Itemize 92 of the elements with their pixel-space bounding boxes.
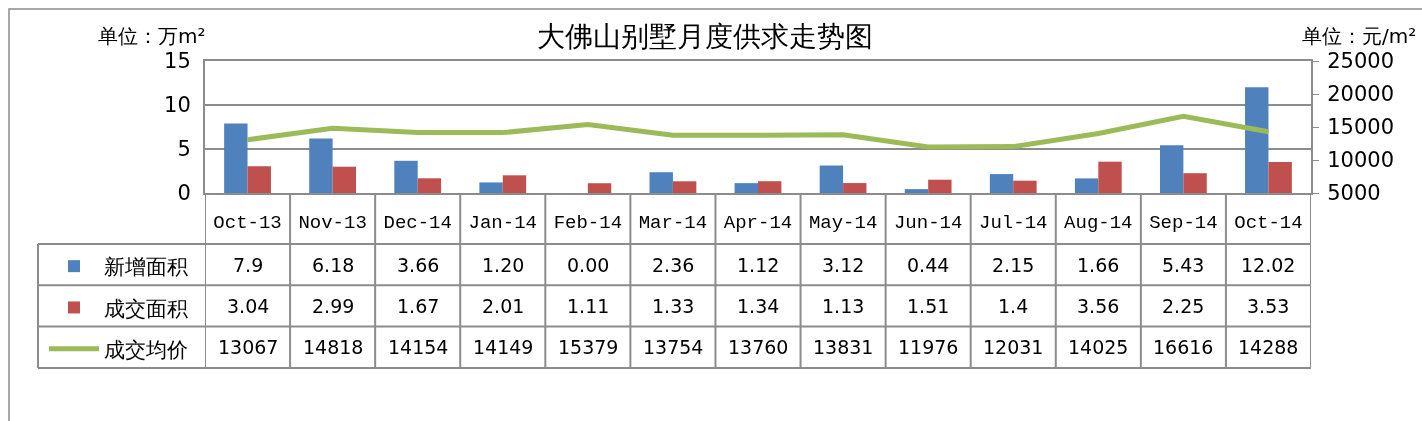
bar [502,175,527,193]
bar [587,183,612,193]
data-label: 7.9 [233,254,264,276]
data-label: 15379 [558,336,619,358]
data-label: 5.43 [1162,254,1205,276]
bar [1245,87,1269,193]
data-label: 3.56 [1077,295,1120,317]
data-label: 12031 [983,336,1044,358]
data-label: 11976 [898,336,959,358]
data-label: 2.25 [1162,295,1205,317]
x-tick-label: Oct-14 [1234,211,1303,234]
bar [247,166,271,193]
y2-tick-label: 10000 [1327,148,1395,173]
bar [819,165,844,193]
bar [1074,178,1099,193]
bar [734,183,758,193]
x-tick-label: Mar-14 [638,211,708,234]
legend-label: 新增面积 [104,255,188,280]
data-label: 14149 [473,336,534,358]
x-tick-label: Oct-13 [213,211,282,234]
data-label: 14288 [1238,336,1299,358]
data-label: 3.04 [227,295,270,317]
data-label: 1.20 [482,254,525,276]
bar [904,189,929,193]
bar [649,172,673,193]
x-tick-label: Sep-14 [1149,211,1218,234]
x-tick-label: Jul-14 [979,211,1048,234]
bar [672,181,697,193]
x-tick-label: Jan-14 [468,211,537,234]
y2-tick-label: 20000 [1327,82,1395,107]
bar [479,182,503,193]
x-tick-label: Dec-14 [383,211,452,234]
bar [1098,161,1122,193]
bar [928,179,952,193]
data-label: 13754 [643,336,704,358]
x-tick-label: Aug-14 [1064,211,1133,234]
data-label: 14025 [1068,336,1129,358]
data-label: 1.33 [652,295,695,317]
data-label: 13831 [813,336,874,358]
data-label: 1.66 [1077,254,1120,276]
x-tick-label: Apr-14 [723,211,793,234]
data-label: 6.18 [312,254,355,276]
data-label: 1.4 [998,295,1029,317]
bar [843,183,867,193]
y2-tick-label: 15000 [1327,115,1395,140]
y2-tick-label: 25000 [1327,49,1395,74]
y-axis-title: 单位：万m² [98,24,206,48]
data-label: 3.66 [397,254,440,276]
data-label: 3.53 [1247,295,1290,317]
data-label: 2.36 [652,254,695,276]
y-tick-label: 15 [164,49,191,74]
bar [309,138,333,193]
data-label: 3.12 [822,254,865,276]
data-label: 0.00 [567,254,610,276]
data-label: 13760 [728,336,789,358]
bar [332,166,357,193]
legend-label: 成交面积 [104,296,188,321]
data-label: 14154 [388,336,449,358]
x-tick-label: Nov-13 [298,211,367,234]
chart-title: 大佛山别墅月度供求走势图 [537,19,873,53]
bar [1183,173,1207,193]
y2-tick-label: 5000 [1327,181,1381,206]
data-label: 12.02 [1241,254,1296,276]
data-label: 1.67 [397,295,440,317]
bar [758,181,782,193]
data-label: 0.44 [907,254,950,276]
x-tick-label: May-14 [808,211,878,234]
data-label: 1.51 [907,295,950,317]
legend-label: 成交均价 [104,337,188,362]
data-label: 2.15 [992,254,1035,276]
data-label: 13067 [218,336,279,358]
data-label: 14818 [303,336,364,358]
data-label: 1.11 [567,295,610,317]
bar [1013,180,1037,193]
bar [1159,145,1184,193]
data-label: 1.12 [737,254,780,276]
data-label: 1.34 [737,295,780,317]
bar [989,174,1014,193]
y-tick-label: 10 [164,93,191,118]
data-label: 2.01 [482,295,525,317]
y-tick-label: 0 [177,181,191,206]
data-label: 1.13 [822,295,865,317]
bar [417,178,442,193]
bar [394,160,418,193]
bar [1268,161,1292,193]
y-tick-label: 5 [177,137,191,162]
x-tick-label: Jun-14 [893,211,963,234]
x-tick-label: Feb-14 [553,211,623,234]
data-label: 16616 [1153,336,1214,358]
bar [224,123,248,193]
data-label: 2.99 [312,295,355,317]
y2-axis-title: 单位：元/m² [1302,24,1417,48]
